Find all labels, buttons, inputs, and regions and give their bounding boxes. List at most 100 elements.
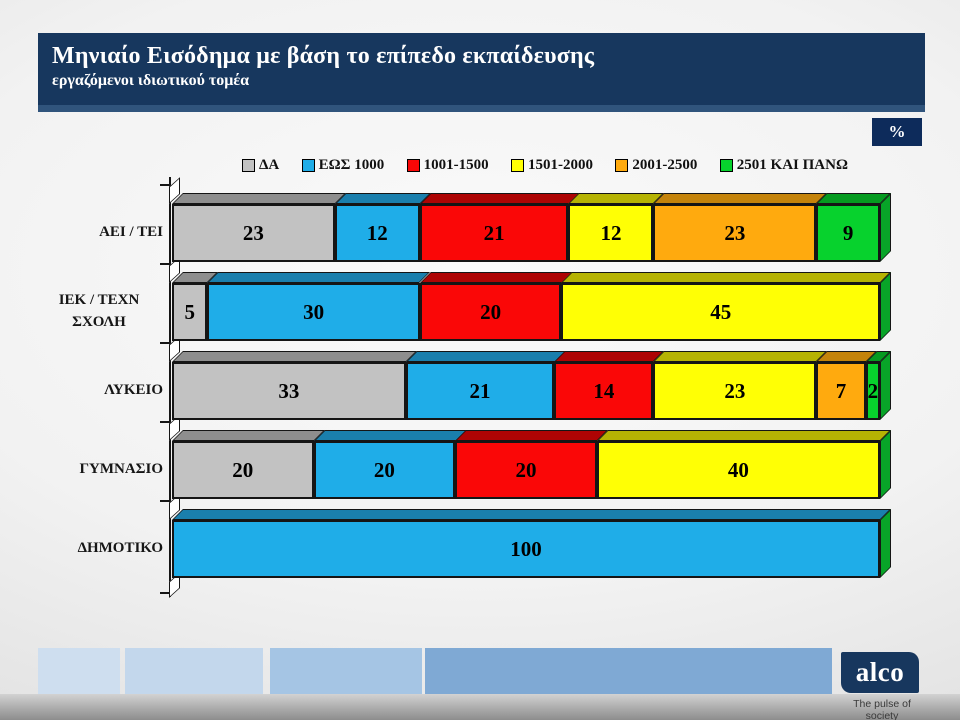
bar-value-label: 23 <box>242 220 264 245</box>
bar-segment <box>207 283 420 341</box>
bar-segment-top <box>419 272 573 283</box>
bar-segment-top <box>172 430 325 441</box>
bar-value-label: 2 <box>867 378 879 403</box>
bar-segment-top <box>334 193 431 204</box>
axis-tick <box>160 500 169 502</box>
bar-value-label: 21 <box>469 378 491 403</box>
category-label: ΙΕΚ / ΤΕΧΝ ΣΧΟΛΗ <box>58 292 140 330</box>
bar-segment-top <box>172 193 346 204</box>
bar-segment <box>172 441 314 499</box>
bar-segment <box>653 362 817 420</box>
legend-item-2: 1001-1500 <box>406 156 489 174</box>
bar-end-cap <box>880 509 891 578</box>
alco-logo: alco <box>841 652 919 693</box>
bar-end-cap <box>880 272 891 341</box>
bar-segment <box>172 283 208 341</box>
title-bar: Μηνιαίο Εισόδημα με βάση το επίπεδο εκπα… <box>38 33 925 112</box>
bar-segment-top <box>419 193 580 204</box>
legend-swatch-icon <box>511 158 524 172</box>
bar-value-label: 23 <box>724 378 746 403</box>
chart-legend: ΔΑ ΕΩΣ 1000 1001-1500 1501-2000 2001-2500 250… <box>242 155 848 175</box>
bar-value-label: 12 <box>366 220 388 245</box>
axis-tick <box>160 342 169 344</box>
legend-swatch-icon <box>615 158 629 172</box>
bar-end-cap <box>880 351 891 420</box>
bar-segment-top <box>653 193 828 204</box>
alco-tagline: The pulse of society <box>853 698 911 720</box>
bar-segment-top <box>455 430 608 441</box>
bar-value-label: 23 <box>724 220 746 245</box>
bar-segment <box>172 362 406 420</box>
footer-bar-4 <box>425 648 832 694</box>
category-axis <box>169 177 171 597</box>
bar-segment-top <box>596 430 891 441</box>
legend-item-5: 2501 ΚΑΙ ΠΑΝΩ <box>719 157 848 174</box>
page-subtitle: εργαζόμενοι ιδιωτικού τομέα <box>52 71 250 89</box>
bar-segment-top <box>653 351 828 362</box>
bar-segment <box>172 204 335 262</box>
legend-swatch-icon <box>719 158 733 172</box>
category-label: ΑΕΙ / ΤΕΙ <box>99 224 163 241</box>
axis-tick <box>160 184 169 186</box>
bar-segment-top <box>561 272 891 283</box>
footer-bar-2 <box>125 648 263 694</box>
axis-tick <box>160 592 169 594</box>
bar-value-label: 100 <box>510 536 542 561</box>
bar-segment <box>313 441 456 499</box>
legend-swatch-icon <box>406 158 420 172</box>
bar-segment <box>596 441 880 499</box>
legend-swatch-icon <box>242 158 255 172</box>
bar-value-label: 33 <box>278 378 300 403</box>
bar-segment <box>568 204 654 262</box>
category-label: ΛΥΚΕΙΟ <box>104 382 163 399</box>
bar-value-label: 9 <box>842 220 854 245</box>
bar-segment-top <box>405 351 566 362</box>
bar-segment <box>419 283 562 341</box>
page-title: Μηνιαίο Εισόδημα με βάση το επίπεδο εκπα… <box>52 43 595 69</box>
bar-segment <box>405 362 555 420</box>
bar-value-label: 20 <box>480 299 502 324</box>
legend-label: ΔΑ <box>259 156 280 173</box>
legend-item-3: 1501-2000 <box>511 157 593 174</box>
legend-item-4: 2001-2500 <box>615 157 697 174</box>
bar-segment <box>334 204 420 262</box>
footer-bar-3 <box>270 648 422 694</box>
bar-segment-top <box>554 351 665 362</box>
alco-logo-text: alco <box>855 657 905 687</box>
bar-segment <box>455 441 597 499</box>
bar-segment-top <box>313 430 467 441</box>
bar-segment-top <box>172 509 891 520</box>
bar-segment <box>172 520 880 578</box>
category-label: ΔΗΜΟΤΙΚΟ <box>77 540 163 557</box>
percent-badge: % <box>872 118 922 146</box>
bar-segment-top <box>207 272 431 283</box>
bar-value-label: 20 <box>232 457 254 482</box>
bar-end-cap <box>880 193 891 262</box>
bar-value-label: 20 <box>373 457 395 482</box>
footer-band <box>0 694 960 720</box>
bar-value-label: 30 <box>303 299 325 324</box>
legend-label: 1501-2000 <box>528 156 593 173</box>
legend-label: 1001-1500 <box>423 156 489 173</box>
bar-value-label: 20 <box>515 457 537 482</box>
category-label: ΓΥΜΝΑΣΙΟ <box>79 461 163 478</box>
bar-segment <box>653 204 817 262</box>
bar-value-label: 12 <box>600 220 622 245</box>
bar-value-label: 21 <box>483 220 505 245</box>
bar-value-label: 5 <box>184 299 195 324</box>
bar-segment <box>865 362 880 420</box>
bar-end-cap <box>880 430 891 499</box>
bar-segment <box>561 283 880 341</box>
axis-tick <box>160 263 169 265</box>
footer-bar-1 <box>38 648 120 694</box>
legend-label: 2001-2500 <box>632 156 698 173</box>
bar-segment <box>419 204 569 262</box>
bar-segment-top <box>568 193 665 204</box>
bar-segment-top <box>172 351 417 362</box>
bar-segment <box>816 204 880 262</box>
bar-value-label: 14 <box>593 378 615 403</box>
bar-segment <box>554 362 654 420</box>
bar-segment <box>816 362 866 420</box>
